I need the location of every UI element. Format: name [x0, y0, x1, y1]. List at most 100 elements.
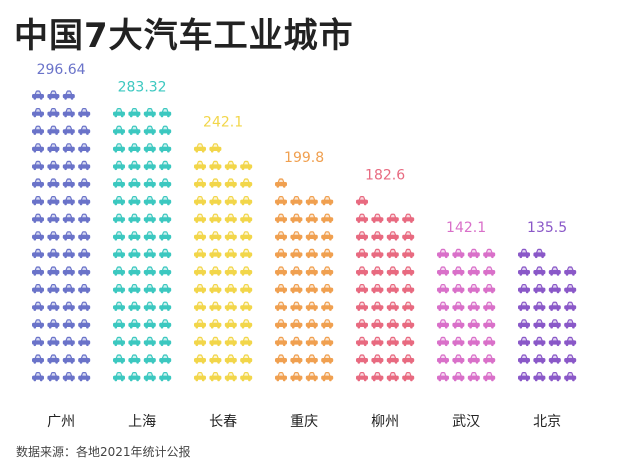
car-icon	[47, 108, 60, 118]
car-icon	[483, 301, 496, 311]
car-icon	[47, 301, 60, 311]
car-icon	[128, 213, 141, 223]
car-icon	[78, 143, 91, 153]
car-icon	[356, 231, 368, 241]
car-icon	[321, 248, 334, 259]
car-icon	[224, 266, 237, 276]
car-icon	[321, 372, 334, 382]
car-icon	[240, 354, 253, 364]
car-icon	[437, 248, 449, 259]
car-icon	[159, 108, 172, 118]
car-icon	[548, 336, 561, 347]
car-icon	[128, 266, 141, 276]
car-icon	[47, 266, 60, 276]
car-icon	[62, 372, 75, 382]
car-icon	[128, 231, 141, 241]
car-icon	[32, 125, 44, 135]
category-label: 柳州	[371, 413, 399, 430]
car-icon	[386, 372, 399, 382]
bar-2	[113, 108, 172, 382]
car-icon	[371, 319, 384, 329]
bar-7	[518, 248, 577, 382]
car-icon	[209, 266, 222, 276]
car-icon	[402, 372, 415, 382]
car-icon	[386, 319, 399, 329]
car-icon	[47, 336, 60, 347]
car-icon	[47, 319, 60, 329]
bar-5	[356, 196, 415, 382]
car-icon	[224, 178, 237, 188]
car-icon	[194, 248, 206, 259]
car-icon	[78, 354, 91, 364]
car-icon	[533, 336, 546, 347]
car-icon	[290, 266, 303, 276]
car-icon	[290, 284, 303, 294]
car-icon	[159, 248, 172, 259]
car-icon	[533, 372, 546, 382]
car-icon	[564, 266, 577, 276]
car-icon	[47, 354, 60, 364]
car-icon	[113, 231, 125, 241]
category-label: 北京	[533, 414, 561, 430]
car-icon	[159, 143, 172, 153]
car-icon	[467, 301, 480, 311]
car-icon	[128, 125, 141, 135]
car-icon	[533, 354, 546, 364]
car-icon	[240, 319, 253, 329]
car-icon	[386, 301, 399, 311]
car-icon	[452, 266, 465, 276]
car-icon	[240, 336, 253, 347]
car-icon	[402, 284, 415, 294]
category-label: 重庆	[290, 414, 318, 430]
car-icon	[47, 231, 60, 241]
car-icon	[371, 266, 384, 276]
car-icon	[209, 231, 222, 241]
car-icon	[305, 231, 318, 241]
car-icon	[321, 196, 334, 206]
car-icon	[290, 336, 303, 347]
car-icon	[290, 248, 303, 259]
car-icon	[402, 266, 415, 276]
car-icon	[62, 160, 75, 171]
car-icon	[143, 301, 156, 311]
car-icon	[518, 354, 530, 364]
car-icon	[143, 248, 156, 259]
car-icon	[240, 178, 253, 188]
car-icon	[321, 301, 334, 311]
car-icon	[290, 319, 303, 329]
car-icon	[467, 319, 480, 329]
car-icon	[194, 354, 206, 364]
car-icon	[32, 196, 44, 206]
car-icon	[194, 231, 206, 241]
car-icon	[209, 354, 222, 364]
car-icon	[402, 354, 415, 364]
car-icon	[305, 372, 318, 382]
car-icon	[275, 196, 287, 206]
car-icon	[47, 196, 60, 206]
car-icon	[356, 213, 368, 223]
car-icon	[402, 319, 415, 329]
car-icon	[62, 178, 75, 188]
car-icon	[275, 301, 287, 311]
car-icon	[275, 372, 287, 382]
car-icon	[62, 336, 75, 347]
car-icon	[62, 143, 75, 153]
car-icon	[386, 336, 399, 347]
car-icon	[356, 196, 368, 206]
car-icon	[371, 336, 384, 347]
car-icon	[275, 231, 287, 241]
car-icon	[240, 196, 253, 206]
bar-4	[275, 178, 334, 382]
car-icon	[305, 284, 318, 294]
car-icon	[78, 284, 91, 294]
car-icon	[224, 301, 237, 311]
car-icon	[321, 354, 334, 364]
car-icon	[240, 372, 253, 382]
car-icon	[62, 354, 75, 364]
car-icon	[143, 266, 156, 276]
car-icon	[321, 336, 334, 347]
car-icon	[32, 372, 44, 382]
value-label: 283.32	[118, 79, 167, 95]
car-icon	[62, 266, 75, 276]
car-icon	[47, 178, 60, 188]
